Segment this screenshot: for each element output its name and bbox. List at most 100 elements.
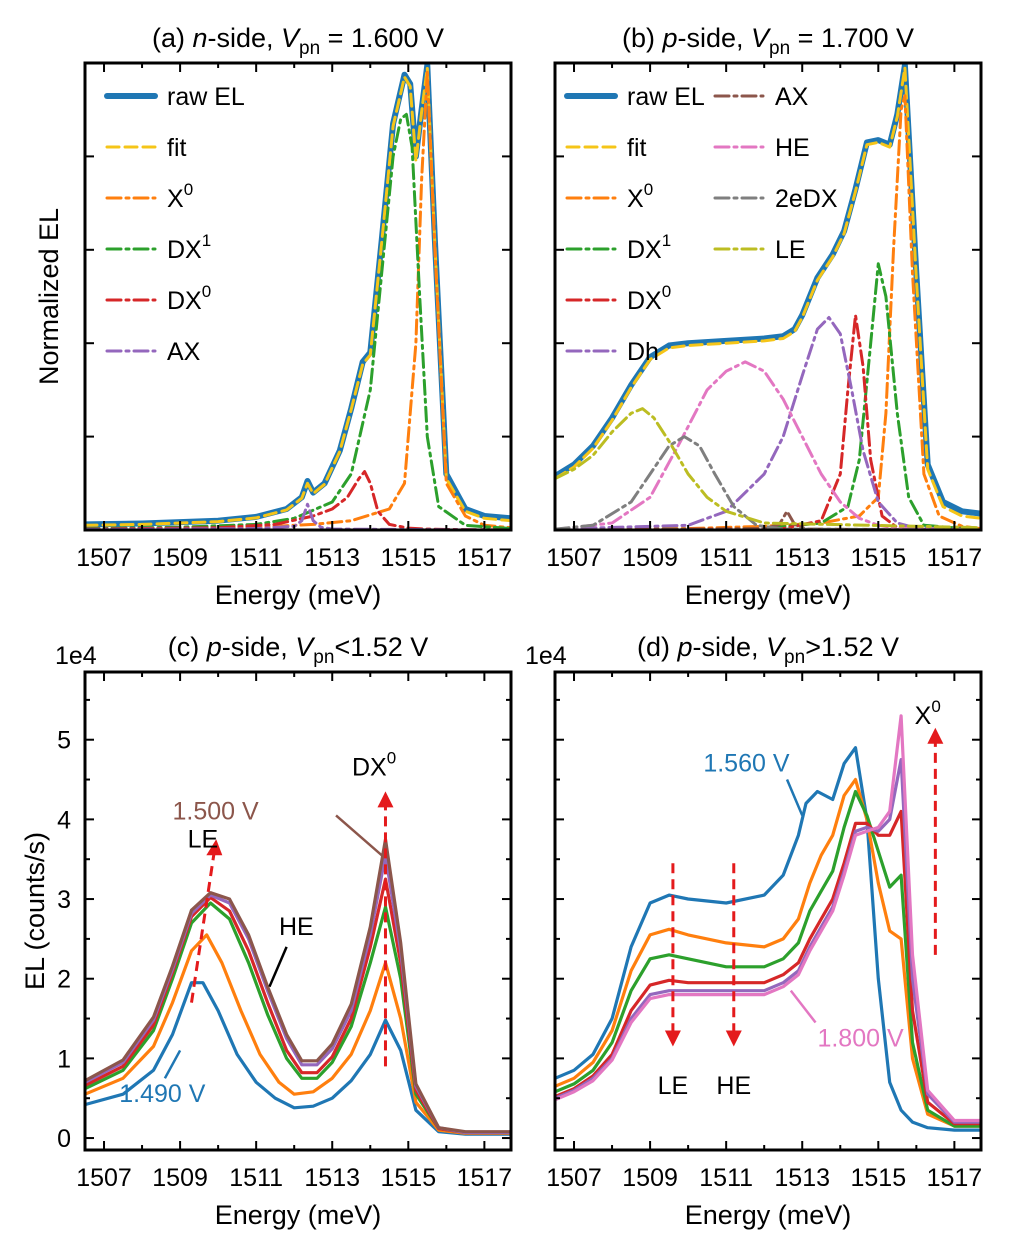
le-arrow-head <box>664 1030 681 1047</box>
title-side: p <box>206 632 222 662</box>
series-line-1-700-v <box>555 809 981 1126</box>
legend-label: AX <box>167 338 201 366</box>
legend-label-sup: 1 <box>662 231 671 250</box>
x-axis-label: Energy (meV) <box>685 580 852 610</box>
series-line-he <box>555 360 981 530</box>
x-tick-label: 1509 <box>152 1164 208 1192</box>
title-subscript: pn <box>769 38 790 59</box>
leader-he <box>268 946 288 988</box>
title-prefix: (c) <box>168 632 207 662</box>
title-value: = 1.600 V <box>320 23 444 53</box>
series-line-1-650-v <box>555 789 981 1128</box>
legend-label-main: AX <box>775 83 809 111</box>
x-tick-label: 1511 <box>699 544 753 572</box>
y-offset-label: 1e4 <box>525 642 567 670</box>
label-x0: X0 <box>915 697 941 730</box>
plot-frame <box>83 61 513 532</box>
label-dx0-main: DX <box>352 754 387 782</box>
x-tick-label: 1509 <box>152 544 208 572</box>
series-line-1-600-v <box>555 777 981 1128</box>
title-v: V <box>281 23 302 53</box>
label-x0-sup: 0 <box>931 697 940 716</box>
x-tick-label: 1517 <box>457 544 513 572</box>
title-v: V <box>295 632 316 662</box>
legend-label: fit <box>627 134 647 162</box>
x-tick-label: 1513 <box>304 544 360 572</box>
title-prefix: (a) <box>152 23 193 53</box>
x-tick-label: 1515 <box>380 544 436 572</box>
series-line-dx1 <box>85 112 511 530</box>
label-le: LE <box>658 1072 689 1100</box>
series-line-fit <box>85 66 511 527</box>
x-tick-label: 1511 <box>699 1164 753 1192</box>
legend-label-main: DX <box>627 287 662 315</box>
leader-1800 <box>789 989 817 1024</box>
series-group <box>555 63 981 530</box>
legend-label-main: X <box>627 185 644 213</box>
legend-label: HE <box>775 134 810 162</box>
legend-label: X0 <box>627 180 653 213</box>
chart-title: (d) p-side, Vpn>1.52 V <box>637 632 899 668</box>
series-line-1-560-v <box>555 746 981 1132</box>
title-side-suffix: -side, <box>222 632 296 662</box>
series-line-x0 <box>85 70 511 530</box>
title-value: <1.52 V <box>334 632 428 662</box>
x-tick-label: 1507 <box>76 544 132 572</box>
y-offset-label: 1e4 <box>55 642 97 670</box>
x-tick-label: 1507 <box>546 544 602 572</box>
legend-label-main: fit <box>627 134 647 162</box>
y-tick-label: 3 <box>57 886 71 914</box>
series-group <box>85 837 511 1136</box>
legend-label: Dh <box>627 338 659 366</box>
label-le: LE <box>188 825 219 853</box>
plot-frame <box>83 670 513 1152</box>
y-axis-label: EL (counts/s) <box>20 832 50 990</box>
le-arrow-shaft <box>190 851 216 1003</box>
legend-label: LE <box>775 236 806 264</box>
legend-label-sup: 1 <box>202 231 211 250</box>
title-value: >1.52 V <box>805 632 899 662</box>
y-tick-label: 1 <box>57 1045 71 1073</box>
y-tick-label: 0 <box>57 1125 71 1153</box>
x-tick-label: 1513 <box>774 1164 830 1192</box>
label-1500: 1.500 V <box>172 797 259 825</box>
legend-label-sup: 0 <box>202 282 211 301</box>
title-subscript: pn <box>299 38 320 59</box>
title-value: = 1.700 V <box>790 23 914 53</box>
series-group <box>85 63 511 530</box>
x-tick-label: 1511 <box>229 544 283 572</box>
leader-1560 <box>785 779 804 816</box>
legend-label-main: raw EL <box>167 83 245 111</box>
legend-label: raw EL <box>167 83 245 111</box>
chart-title: (b) p-side, Vpn = 1.700 V <box>622 23 914 59</box>
le-arrow-head <box>206 839 223 856</box>
series-line-ax <box>85 502 511 530</box>
legend-label-main: LE <box>775 236 806 264</box>
legend-label: DX1 <box>627 231 671 264</box>
chart-title: (a) n-side, Vpn = 1.600 V <box>152 23 444 59</box>
legend-label: AX <box>775 83 809 111</box>
annotations: 1.560 V 1.800 V X0 LE HE <box>658 697 944 1100</box>
x-tick-label: 1515 <box>380 1164 436 1192</box>
y-axis-label: Normalized EL <box>34 208 64 385</box>
series-line-1-800-v <box>555 714 981 1123</box>
title-side: p <box>661 23 677 53</box>
x-tick-label: 1513 <box>774 544 830 572</box>
label-1490: 1.490 V <box>119 1080 206 1108</box>
legend-label-main: X <box>167 185 184 213</box>
x-tick-label: 1517 <box>927 544 983 572</box>
legend-label-main: DX <box>167 287 202 315</box>
legend-label-main: DX <box>167 236 202 264</box>
title-v: V <box>751 23 772 53</box>
x-tick-label: 1517 <box>457 1164 513 1192</box>
leader-1490 <box>163 1049 182 1079</box>
title-side: n <box>192 23 207 53</box>
label-1800: 1.800 V <box>817 1024 904 1052</box>
title-subscript: pn <box>784 647 805 668</box>
legend-label: 2eDX <box>775 185 838 213</box>
legend-label: raw EL <box>627 83 705 111</box>
title-v: V <box>766 632 787 662</box>
panel-c: 1507 1509 1511 1513 1515 1517 0 1 2 3 4 5 1e4 Energy … <box>20 632 513 1230</box>
